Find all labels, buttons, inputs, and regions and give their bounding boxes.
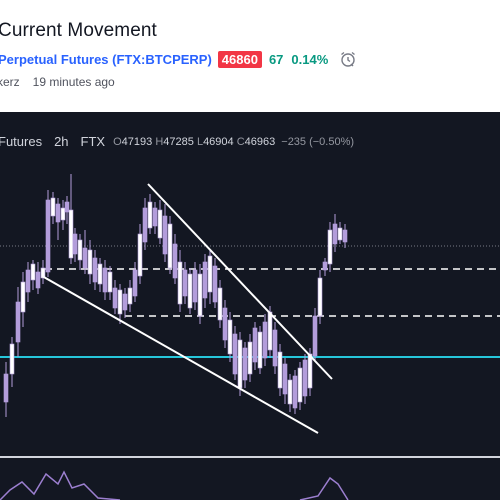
author-meta: kerz 19 minutes ago (0, 75, 115, 89)
candle-body (25, 269, 31, 293)
candle-body (3, 373, 9, 403)
candle-body (182, 269, 188, 297)
candle-body (217, 287, 223, 321)
indicator-line (0, 470, 349, 500)
idea-title: Current Movement (0, 20, 157, 41)
candle-body (20, 281, 26, 313)
candle-body (147, 201, 153, 229)
candle-body (337, 227, 343, 241)
candle-body (237, 339, 243, 389)
candle-body (157, 209, 163, 239)
candle-body (167, 223, 173, 269)
candle-body (272, 329, 278, 367)
author-name[interactable]: kerz (0, 75, 20, 89)
candle-body (232, 333, 238, 375)
candle-body (60, 207, 66, 221)
candle-body (87, 249, 93, 275)
candle-body (277, 351, 283, 389)
price-chart[interactable]: Futures 2h FTX O47193 H47285 L46904 C469… (0, 112, 500, 500)
candle-body (9, 343, 15, 375)
candle-body (222, 307, 228, 341)
chart-legend: Futures 2h FTX O47193 H47285 L46904 C469… (0, 134, 354, 149)
candle-body (45, 199, 51, 273)
price-change-percent: 0.14% (291, 51, 329, 67)
candle-body (267, 311, 273, 351)
legend-delta: −235 (−0.50%) (281, 135, 355, 148)
candle-body (197, 273, 203, 317)
legend-timeframe[interactable]: 2h (54, 134, 69, 149)
candle-body (312, 315, 318, 357)
upper-trendline (147, 183, 333, 380)
candle-body (142, 207, 148, 243)
candle-body (35, 271, 41, 289)
candle-body (50, 197, 56, 217)
candle-body (317, 277, 323, 317)
candle-body (117, 289, 123, 315)
candle-body (152, 207, 158, 227)
legend-symbol: Futures (0, 134, 43, 149)
symbol-link[interactable]: Perpetual Futures (FTX:BTCPERP) (0, 51, 212, 67)
candle-body (40, 267, 46, 279)
candle-body (82, 247, 88, 269)
candle-body (292, 375, 298, 409)
candle-body (247, 341, 253, 375)
legend-ohlc: O47193 H47285 L46904 C46963 (113, 135, 276, 148)
candle-body (297, 367, 303, 403)
candle-body (257, 331, 263, 369)
symbol-row: Perpetual Futures (FTX:BTCPERP) 46860 67… (0, 49, 358, 69)
candle-body (287, 379, 293, 405)
legend-exchange: FTX (80, 134, 106, 149)
candle-body (262, 321, 268, 359)
lower-trendline (41, 275, 319, 434)
candle-body (187, 273, 193, 309)
candle-body (30, 263, 36, 281)
candle-body (162, 215, 168, 255)
candle-body (212, 265, 218, 303)
candle-body (137, 233, 143, 277)
candle-body (172, 243, 178, 279)
candles (3, 174, 348, 417)
candle-body (72, 233, 78, 255)
candle-body (177, 261, 183, 305)
chart-canvas[interactable] (0, 112, 500, 500)
price-change: 67 (268, 51, 284, 67)
idea-header: Current Movement Perpetual Futures (FTX:… (0, 0, 500, 112)
candle-body (282, 363, 288, 395)
candle-body (112, 287, 118, 309)
candle-body (122, 293, 128, 311)
post-time: 19 minutes ago (32, 75, 115, 89)
candle-body (64, 201, 70, 213)
candle-body (242, 347, 248, 381)
candle-body (97, 263, 103, 285)
candle-body (322, 261, 328, 271)
candle-body (15, 301, 21, 343)
candle-body (55, 203, 61, 223)
candle-body (132, 269, 138, 297)
candle-body (252, 327, 258, 363)
candle-body (207, 255, 213, 293)
candle-body (102, 267, 108, 293)
candle-body (92, 257, 98, 283)
candle-body (77, 239, 83, 261)
candle-body (342, 229, 348, 243)
candle-body (107, 271, 113, 293)
candle-body (202, 261, 208, 299)
candle-body (192, 269, 198, 303)
candle-body (302, 359, 308, 397)
alarm-clock-icon[interactable] (338, 49, 358, 69)
candle-body (127, 287, 133, 305)
candle-body (307, 353, 313, 389)
candle-body (332, 223, 338, 245)
candle-body (68, 209, 74, 259)
candle-body (327, 229, 333, 265)
price-badge: 46860 (217, 50, 262, 68)
candle-body (227, 319, 233, 355)
